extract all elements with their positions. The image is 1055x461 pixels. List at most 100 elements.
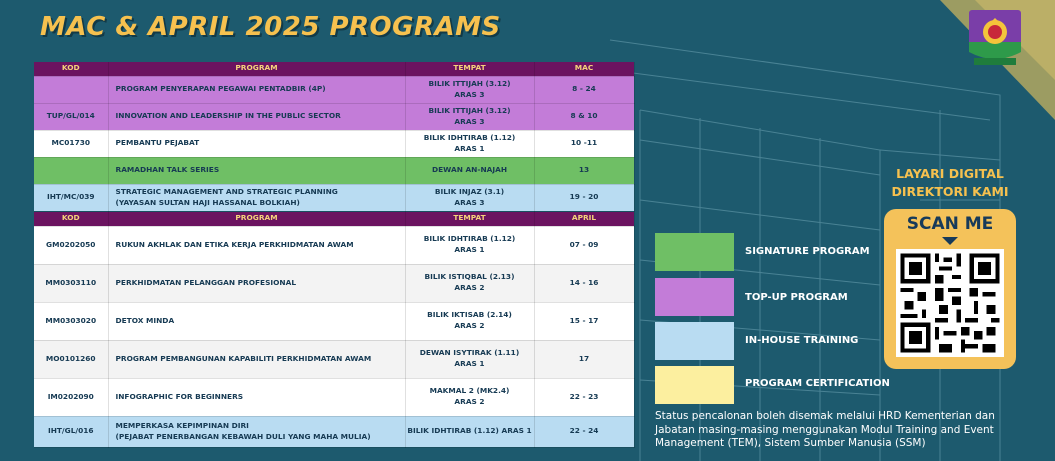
cell-tempat: BILIK IDHTIRAB (1.12) ARAS 1 <box>405 226 535 265</box>
cell-tarikh: 15 - 17 <box>534 302 635 341</box>
tempat-line: ARAS 1 <box>454 359 485 368</box>
tempat-line: ARAS 3 <box>454 116 485 126</box>
cell-tarikh: 17 <box>534 340 635 379</box>
cell-kod <box>34 157 109 185</box>
cell-tempat: BILIK ISTIQBAL (2.13) ARAS 2 <box>405 264 535 303</box>
cell-kod: IM0202090 <box>34 378 109 417</box>
cell-tarikh: 8 - 24 <box>534 76 635 104</box>
cell-tarikh: 19 - 20 <box>534 184 635 212</box>
legend-label-in-house: IN-HOUSE TRAINING <box>745 335 859 346</box>
scan-me-card[interactable]: SCAN ME <box>884 209 1016 369</box>
cell-tempat: BILIK IDHTIRAB (1.12) ARAS 1 <box>405 130 535 158</box>
cell-program: PROGRAM PENYERAPAN PEGAWAI PENTADBIR (4P… <box>108 76 406 104</box>
cell-kod: GM0202050 <box>34 226 109 265</box>
header-month: APRIL <box>534 212 635 227</box>
header-tempat: TEMPAT <box>405 62 535 77</box>
program-line: STRATEGIC MANAGEMENT AND STRATEGIC PLANN… <box>115 186 338 196</box>
header-program: PROGRAM <box>108 212 406 227</box>
cell-tempat: BILIK ITTIJAH (3.12) ARAS 3 <box>405 103 535 131</box>
table-row: RAMADHAN TALK SERIES DEWAN AN-NAJAH 13 <box>34 157 635 185</box>
cell-tempat: BILIK ITTIJAH (3.12) ARAS 3 <box>405 76 535 104</box>
cell-kod: IHT/MC/039 <box>34 184 109 212</box>
table-row: MM0303020 DETOX MINDA BILIK IKTISAB (2.1… <box>34 302 635 341</box>
cell-program: RUKUN AKHLAK DAN ETIKA KERJA PERKHIDMATA… <box>108 226 406 265</box>
table-row: IHT/GL/016 MEMPERKASA KEPIMPINAN DIRI (PE… <box>34 416 635 448</box>
tempat-line: ARAS 1 <box>454 245 485 254</box>
scan-me-label: SCAN ME <box>906 214 994 234</box>
page-title: MAC & APRIL 2025 PROGRAMS <box>40 12 501 42</box>
cell-program: INNOVATION AND LEADERSHIP IN THE PUBLIC … <box>108 103 406 131</box>
table-header-row: KOD PROGRAM TEMPAT MAC <box>34 62 635 77</box>
cell-program: PROGRAM PEMBANGUNAN KAPABILITI PERKHIDMA… <box>108 340 406 379</box>
march-schedule-table: KOD PROGRAM TEMPAT MAC PROGRAM PENYERAPA… <box>34 62 635 212</box>
cell-program: STRATEGIC MANAGEMENT AND STRATEGIC PLANN… <box>108 184 406 212</box>
qr-code-icon[interactable] <box>896 249 1004 357</box>
table-row: TUP/GL/014 INNOVATION AND LEADERSHIP IN … <box>34 103 635 131</box>
tempat-line: BILIK ITTIJAH (3.12) <box>428 78 511 88</box>
program-line: (YAYASAN SULTAN HAJI HASSANAL BOLKIAH) <box>115 197 300 207</box>
directory-heading: LAYARI DIGITAL DIREKTORI KAMI <box>880 165 1020 201</box>
tempat-line: DEWAN AN-NAJAH <box>431 165 507 175</box>
cell-tarikh: 10 -11 <box>534 130 635 158</box>
tempat-line: BILIK INJAZ (3.1) <box>434 186 505 196</box>
table-row: PROGRAM PENYERAPAN PEGAWAI PENTADBIR (4P… <box>34 76 635 104</box>
legend-label-top-up: TOP-UP PROGRAM <box>745 292 848 303</box>
legend-label-certification: PROGRAM CERTIFICATION <box>745 378 890 389</box>
directory-heading-line: DIREKTORI KAMI <box>891 184 1009 200</box>
header-kod: KOD <box>34 212 109 227</box>
cell-tarikh: 22 - 23 <box>534 378 635 417</box>
program-line: MEMPERKASA KEPIMPINAN DIRI <box>115 420 249 430</box>
table-row: MC01730 PEMBANTU PEJABAT BILIK IDHTIRAB … <box>34 130 635 158</box>
header-kod: KOD <box>34 62 109 77</box>
tempat-line: BILIK IDHTIRAB (1.12) <box>423 132 516 142</box>
april-schedule-table: KOD PROGRAM TEMPAT APRIL GM0202050 RUKUN… <box>34 212 635 448</box>
cell-tarikh: 8 & 10 <box>534 103 635 131</box>
cell-program: PEMBANTU PEJABAT <box>108 130 406 158</box>
cell-tarikh: 14 - 16 <box>534 264 635 303</box>
table-row: IM0202090 INFOGRAPHIC FOR BEGINNERS MAKM… <box>34 378 635 417</box>
program-line: (PEJABAT PENERBANGAN KEBAWAH DULI YANG M… <box>115 431 371 441</box>
table-row: MO0101260 PROGRAM PEMBANGUNAN KAPABILITI… <box>34 340 635 379</box>
tempat-line: BILIK IDHTIRAB (1.12) <box>423 234 516 244</box>
cell-tempat: BILIK IKTISAB (2.14) ARAS 2 <box>405 302 535 341</box>
cell-kod: MC01730 <box>34 130 109 158</box>
arrow-down-icon <box>942 237 958 245</box>
table-row: MM0303110 PERKHIDMATAN PELANGGAN PROFESI… <box>34 264 635 303</box>
tempat-line: BILIK ISTIQBAL (2.13) <box>424 272 515 282</box>
tempat-line: ARAS 2 <box>454 321 485 330</box>
table-row: IHT/MC/039 STRATEGIC MANAGEMENT AND STRA… <box>34 184 635 212</box>
tempat-line: ARAS 3 <box>454 89 485 99</box>
tempat-line: BILIK IKTISAB (2.14) <box>427 310 512 320</box>
cell-tempat: BILIK IDHTIRAB (1.12) ARAS 1 <box>405 416 535 448</box>
institute-logo <box>969 10 1021 65</box>
directory-heading-line: LAYARI DIGITAL <box>896 166 1004 181</box>
tempat-line: BILIK ITTIJAH (3.12) <box>428 105 511 115</box>
legend-swatch-certification <box>655 366 734 404</box>
cell-kod: MM0303110 <box>34 264 109 303</box>
cell-program: INFOGRAPHIC FOR BEGINNERS <box>108 378 406 417</box>
cell-tempat: DEWAN ISYTIRAK (1.11) ARAS 1 <box>405 340 535 379</box>
cell-kod: MO0101260 <box>34 340 109 379</box>
cell-tarikh: 22 - 24 <box>534 416 635 448</box>
cell-kod <box>34 76 109 104</box>
header-program: PROGRAM <box>108 62 406 77</box>
cell-tempat: MAKMAL 2 (MK2.4) ARAS 2 <box>405 378 535 417</box>
cell-program: MEMPERKASA KEPIMPINAN DIRI (PEJABAT PENER… <box>108 416 406 448</box>
legend-label-signature: SIGNATURE PROGRAM <box>745 246 870 257</box>
tempat-line: DEWAN ISYTIRAK (1.11) <box>419 348 520 358</box>
cell-tempat: DEWAN AN-NAJAH <box>405 157 535 185</box>
tempat-line: ARAS 1 <box>454 143 485 153</box>
cell-kod: IHT/GL/016 <box>34 416 109 448</box>
cell-tarikh: 07 - 09 <box>534 226 635 265</box>
table-header-row: KOD PROGRAM TEMPAT APRIL <box>34 212 635 227</box>
cell-tarikh: 13 <box>534 157 635 185</box>
legend-swatch-signature <box>655 233 734 271</box>
cell-program: PERKHIDMATAN PELANGGAN PROFESIONAL <box>108 264 406 303</box>
cell-tempat: BILIK INJAZ (3.1) ARAS 3 <box>405 184 535 212</box>
cell-kod: TUP/GL/014 <box>34 103 109 131</box>
header-tempat: TEMPAT <box>405 212 535 227</box>
header-month: MAC <box>534 62 635 77</box>
legend-swatch-in-house <box>655 322 734 360</box>
nomination-status-note: Status pencalonan boleh disemak melalui … <box>655 410 995 450</box>
cell-program: DETOX MINDA <box>108 302 406 341</box>
